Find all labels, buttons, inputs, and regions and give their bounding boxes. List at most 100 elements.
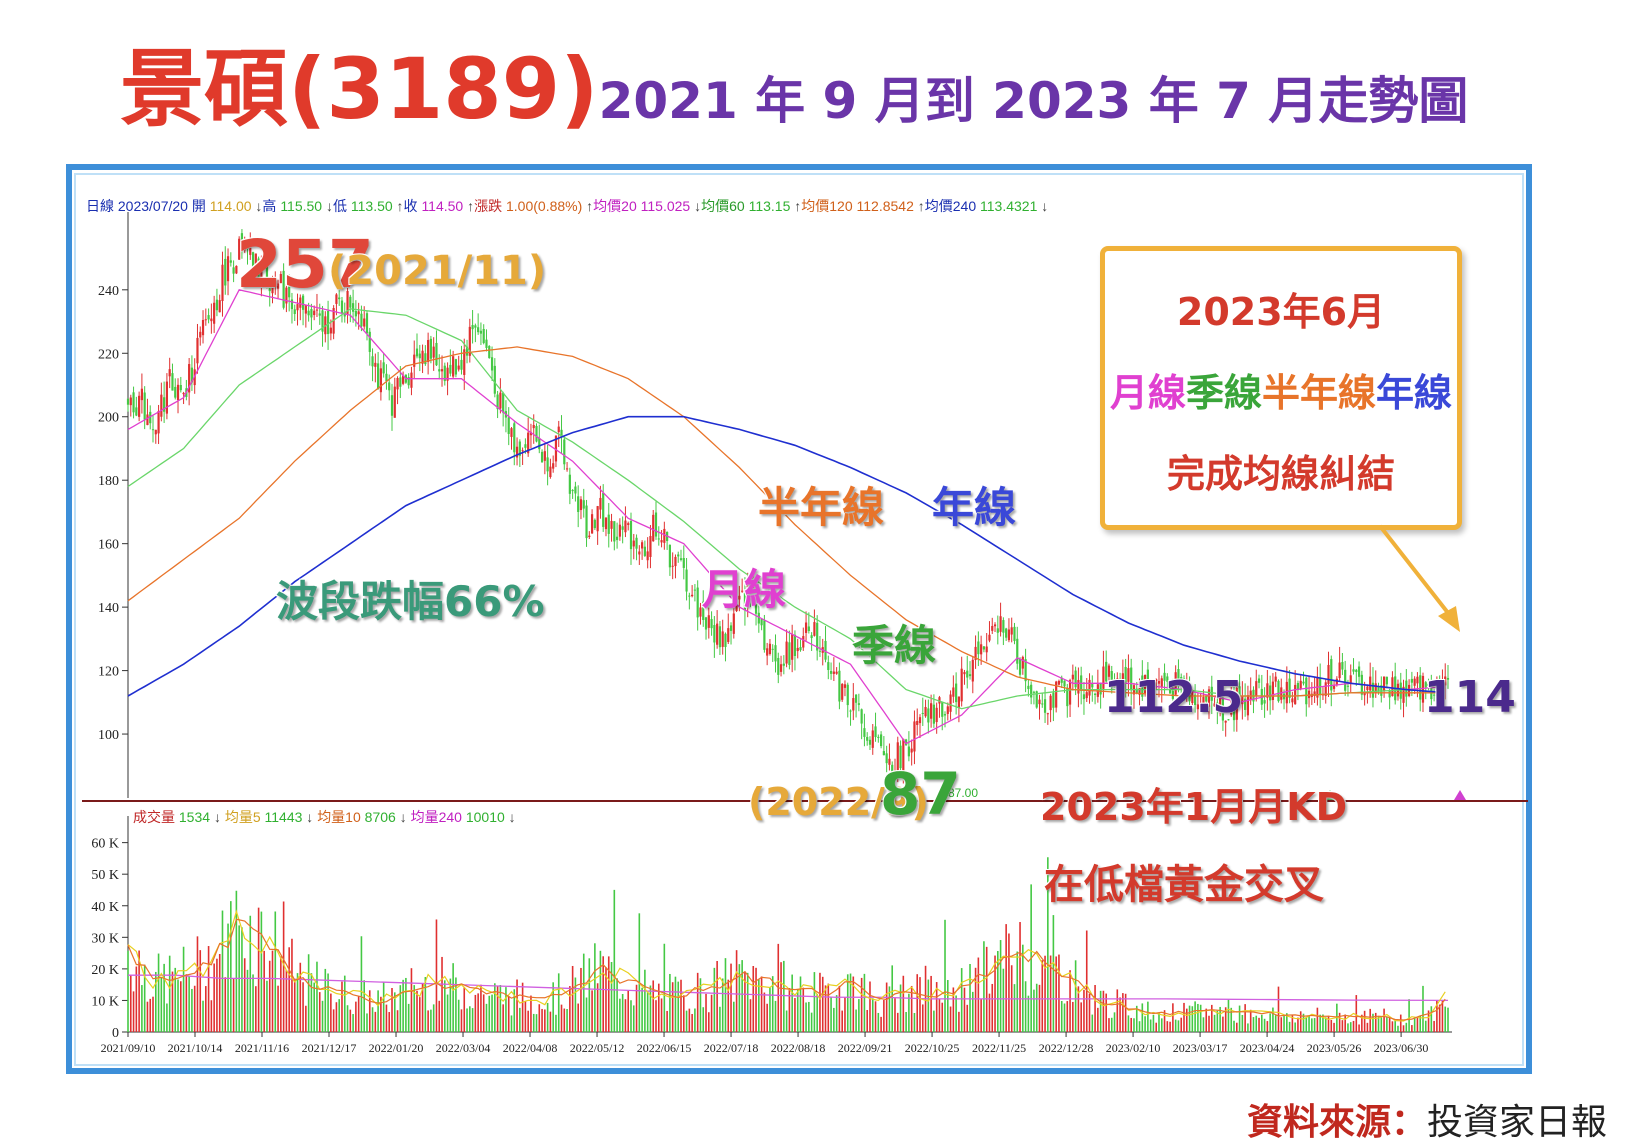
candle-body [154, 429, 157, 435]
candle-body [1244, 698, 1247, 710]
candle-body [638, 551, 641, 555]
low-price-marker: 87.00 [948, 786, 978, 800]
candle-body [368, 331, 371, 352]
candle-body [624, 520, 627, 533]
candle-body [204, 319, 207, 321]
candle-body [1299, 680, 1302, 689]
x-tick-label: 2022/10/25 [905, 1041, 960, 1055]
magenta-triangle-marker [1454, 790, 1466, 800]
x-tick-label: 2022/09/21 [838, 1041, 893, 1055]
candle-body [318, 313, 321, 316]
candle-body [1307, 690, 1311, 699]
candle-body [688, 595, 691, 597]
candle-body [1241, 695, 1244, 705]
header-key: 收 [404, 198, 422, 214]
x-tick-label: 2023/06/30 [1374, 1041, 1429, 1055]
candle-body [254, 253, 257, 268]
candle-body [565, 468, 569, 470]
candle-body [941, 702, 944, 717]
candle-body [943, 714, 947, 716]
candle-body [315, 309, 319, 311]
candle-body [549, 466, 552, 478]
candle-body [168, 369, 171, 377]
candle-body [977, 641, 980, 655]
candle-body [1277, 680, 1280, 702]
candle-body [1194, 694, 1197, 705]
candle-body [157, 410, 160, 434]
month-line-label: 月線 [702, 565, 787, 614]
candle-body [446, 367, 449, 381]
source-value: 投資家日報 [1426, 1102, 1607, 1143]
candle-body [1074, 670, 1077, 688]
candle-body [532, 424, 535, 429]
candle-body [457, 365, 460, 370]
candle-body [371, 356, 374, 367]
x-tick-label: 2023/03/17 [1173, 1041, 1228, 1055]
candle-body [1177, 669, 1180, 683]
candle-body [824, 640, 827, 660]
candle-body [482, 328, 485, 344]
candle-body [877, 736, 880, 738]
volume-header-value: 1534 [179, 809, 214, 825]
volume-y-tick-label: 60 K [91, 837, 119, 852]
candle-body [1007, 629, 1011, 641]
candle-body [574, 486, 577, 494]
candle-body [1374, 683, 1377, 694]
header-arrow: ↑ [918, 198, 925, 214]
candle-body [838, 670, 841, 702]
candle-body [593, 519, 596, 529]
x-tick-label: 2021/09/10 [101, 1041, 156, 1055]
candle-body [1055, 681, 1058, 708]
candle-body [1446, 677, 1450, 680]
candle-body [885, 753, 888, 764]
callout-arrow-head [1438, 606, 1460, 632]
candle-body [899, 745, 902, 769]
candle-body [1024, 659, 1027, 682]
candle-body [538, 437, 541, 450]
candle-body [321, 310, 324, 332]
candle-body [1046, 713, 1049, 715]
candle-body [1366, 686, 1369, 691]
candle-body [685, 569, 688, 592]
candle-body [535, 425, 538, 442]
candle-body [515, 446, 519, 458]
candle-body [1344, 669, 1347, 691]
candle-body [1049, 695, 1052, 711]
half-year-line-label: 半年線 [758, 483, 885, 532]
candle-body [1346, 685, 1350, 687]
callout-line2: 月線季線半年線年線 [1105, 362, 1457, 417]
candle-body [1382, 676, 1386, 691]
candle-body [966, 670, 969, 678]
candle-body [1416, 676, 1419, 684]
candle-body [263, 262, 266, 268]
candle-body [563, 439, 566, 465]
candle-body [788, 642, 791, 665]
candle-body [768, 643, 772, 654]
low-value-label: 87 [880, 760, 961, 828]
candle-body [1355, 669, 1358, 672]
candle-body [132, 392, 135, 413]
chart-frame-inner [74, 173, 1524, 1066]
candle-body [1274, 676, 1277, 682]
candle-body [952, 687, 955, 697]
source-label: 資料來源： [1246, 1102, 1427, 1143]
candle-body [1371, 682, 1375, 698]
candle-body [1163, 672, 1166, 681]
candle-body [510, 428, 513, 437]
candle-body [418, 353, 421, 359]
candle-body [579, 499, 583, 511]
candle-body [1441, 683, 1444, 700]
candle-body [493, 365, 496, 394]
candle-body [1269, 685, 1272, 701]
candle-body [1257, 678, 1261, 683]
candle-body [477, 327, 480, 333]
header-key: 開 [192, 198, 210, 214]
candle-body [221, 264, 224, 302]
candle-body [590, 514, 594, 534]
candle-body [849, 710, 852, 712]
candle-body [246, 246, 249, 250]
candle-body [196, 337, 199, 364]
candle-body [710, 619, 713, 629]
candle-body [1369, 676, 1372, 691]
candle-body [377, 363, 380, 389]
